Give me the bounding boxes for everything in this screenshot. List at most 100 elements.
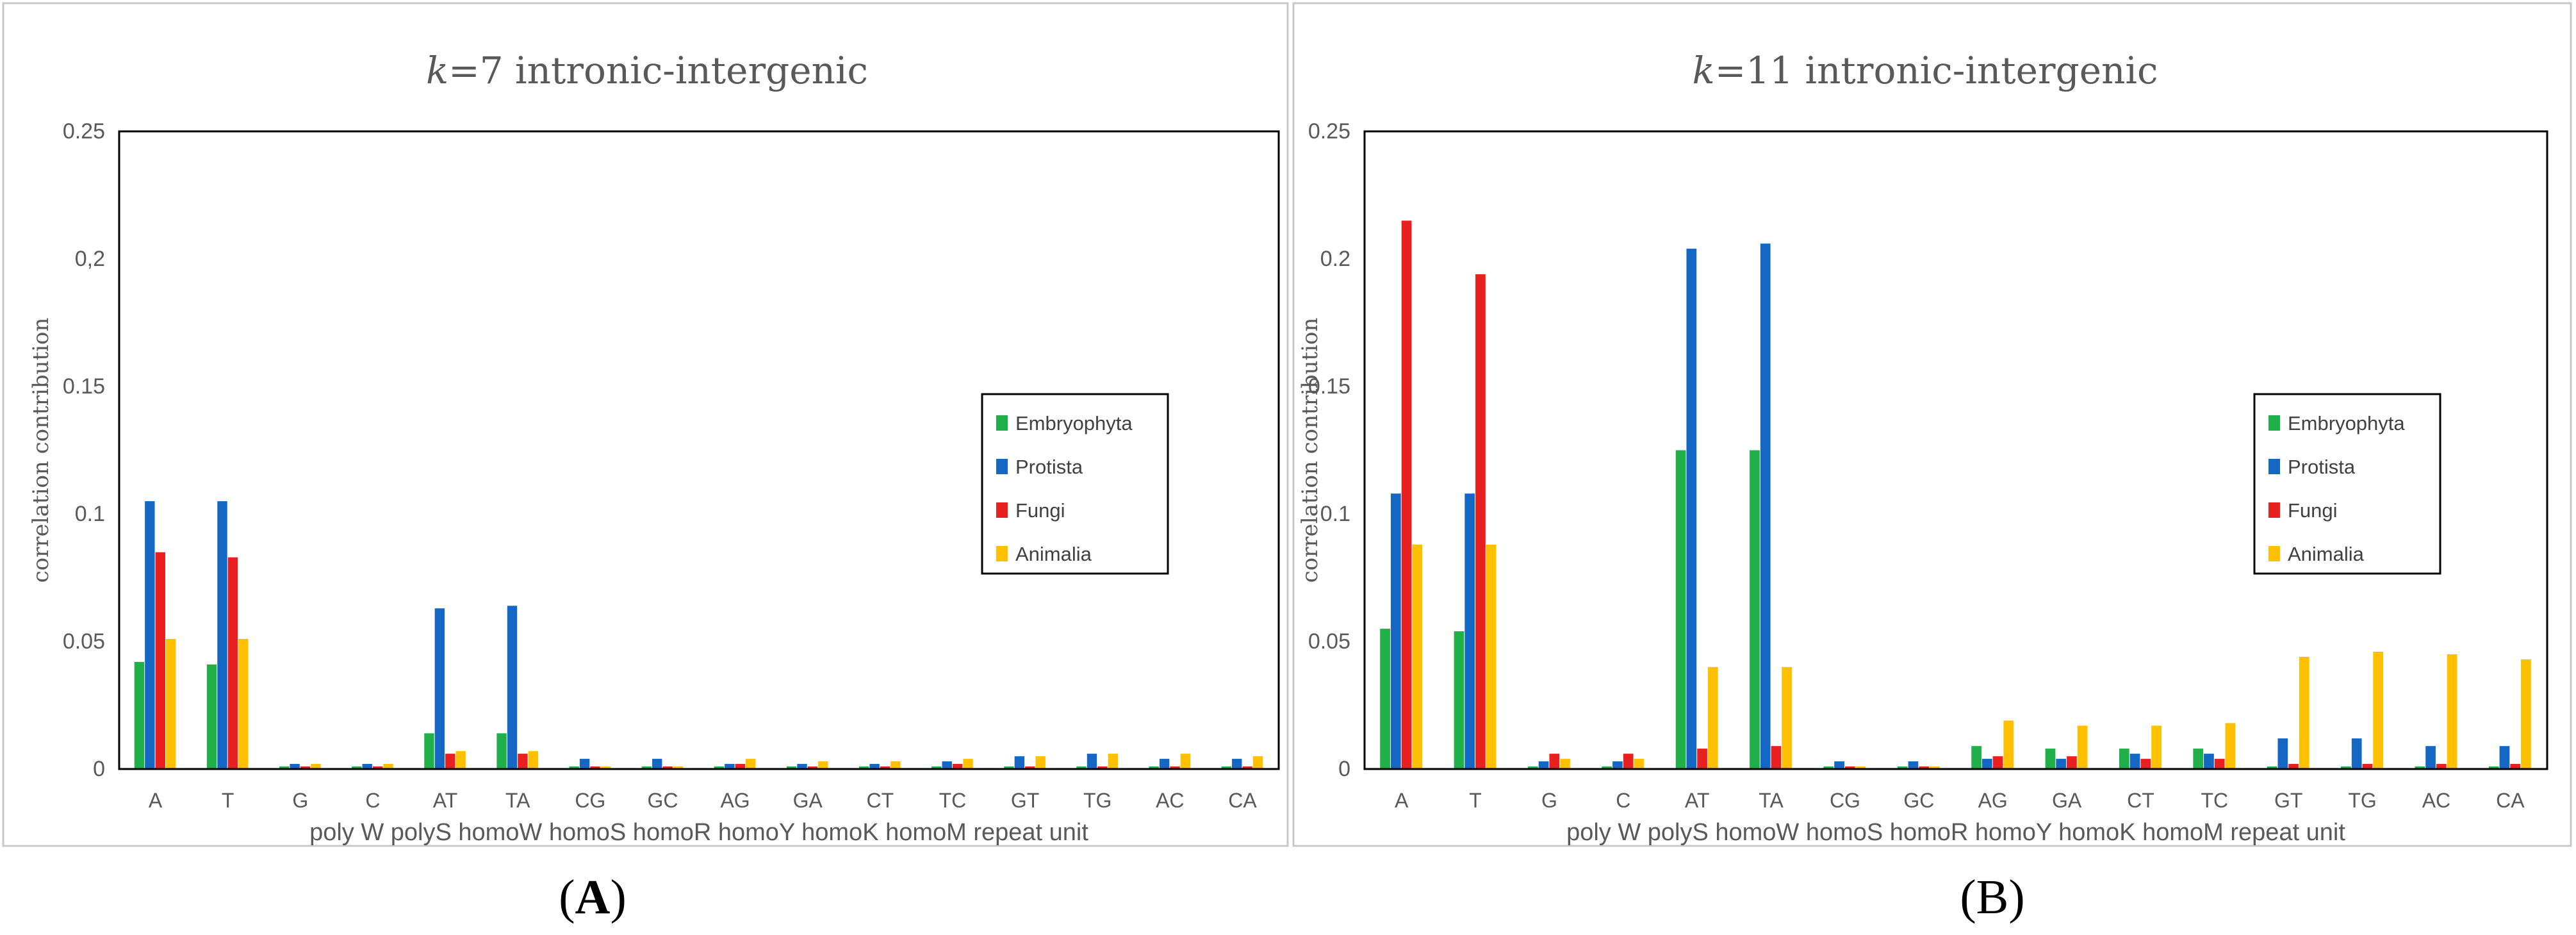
bar-protista-ca — [1232, 759, 1242, 769]
bar-fungi-g — [1549, 754, 1560, 769]
legend-label-protista: Protista — [1015, 456, 1083, 478]
legend-swatch-animalia — [2268, 546, 2280, 561]
bar-protista-ag — [725, 764, 735, 769]
legend-label-embryophyta: Embryophyta — [2288, 412, 2405, 434]
bar-protista-at — [1686, 249, 1697, 770]
bar-fungi-gt — [1025, 766, 1035, 769]
panel-label-letter: A — [575, 870, 611, 924]
bar-embryophyta-ct — [859, 766, 869, 769]
bar-protista-tg — [1087, 754, 1097, 769]
bar-embryophyta-ca — [2488, 766, 2499, 769]
bar-animalia-tc — [2225, 723, 2236, 769]
chart-title-k: k — [426, 49, 448, 92]
x-tick-label: G — [292, 789, 308, 812]
bar-animalia-ca — [2521, 659, 2531, 769]
bar-fungi-ac — [2436, 764, 2447, 769]
bar-embryophyta-c — [352, 766, 362, 769]
legend-swatch-protista — [2268, 459, 2280, 474]
plot-area — [1363, 130, 2548, 770]
bar-animalia-t — [1486, 544, 1497, 769]
x-tick-label: TG — [2348, 789, 2376, 812]
x-tick-label: CA — [1228, 789, 1257, 812]
legend-label-fungi: Fungi — [2288, 499, 2338, 522]
y-tick-label: 0.1 — [75, 502, 105, 526]
bar-animalia-at — [455, 751, 466, 769]
panel-label: (A) — [559, 870, 627, 924]
bar-animalia-ac — [2447, 654, 2457, 769]
y-tick-label: 0.05 — [63, 629, 105, 654]
bar-animalia-ga — [2077, 725, 2088, 769]
bar-protista-ta — [1760, 244, 1771, 769]
panel-label-close: ) — [610, 870, 626, 924]
y-tick-label: 0 — [1338, 757, 1350, 781]
bar-fungi-tc — [2214, 759, 2225, 769]
bar-protista-cg — [1834, 761, 1844, 769]
x-tick-label: A — [1395, 789, 1409, 812]
bar-protista-a — [1390, 493, 1401, 769]
panel-label-letter: B — [1976, 870, 2009, 924]
bar-animalia-tg — [2373, 651, 2384, 769]
bar-fungi-gc — [1919, 766, 1930, 769]
bar-embryophyta-at — [424, 733, 434, 769]
bar-fungi-cg — [1844, 766, 1855, 769]
bar-embryophyta-g — [279, 766, 290, 769]
bar-animalia-ag — [2003, 720, 2014, 769]
bar-animalia-c — [383, 764, 393, 769]
bar-animalia-t — [238, 639, 249, 769]
bar-animalia-tc — [963, 759, 973, 769]
bar-animalia-ga — [818, 761, 828, 769]
legend-swatch-embryophyta — [2268, 415, 2280, 431]
bar-animalia-gc — [1930, 766, 1940, 769]
bar-embryophyta-tg — [2341, 766, 2351, 769]
bar-fungi-ca — [1242, 766, 1252, 769]
bar-fungi-ta — [1771, 746, 1782, 769]
chart-title-rest: =7 intronic-intergenic — [448, 49, 868, 92]
x-tick-label: CA — [2496, 789, 2525, 812]
bar-fungi-a — [155, 552, 165, 769]
x-tick-label: CT — [866, 789, 894, 812]
legend-label-animalia: Animalia — [1015, 543, 1092, 565]
x-tick-label: C — [365, 789, 380, 812]
bar-protista-c — [1612, 761, 1623, 769]
bar-fungi-g — [300, 766, 311, 769]
y-tick-label: 0.25 — [1308, 119, 1350, 144]
bar-animalia-ag — [745, 759, 756, 769]
x-tick-label: TG — [1083, 789, 1112, 812]
y-tick-label: 0.2 — [1320, 247, 1350, 271]
bar-fungi-tg — [1097, 766, 1108, 769]
bar-fungi-gt — [2288, 764, 2299, 769]
bar-fungi-at — [1697, 749, 1707, 769]
bar-embryophyta-gt — [2267, 766, 2277, 769]
x-tick-label: TA — [505, 789, 530, 812]
x-tick-label: AT — [433, 789, 458, 812]
legend-swatch-protista — [996, 459, 1008, 474]
x-axis-label: poly W polyS homoW homoS homoR homoY hom… — [309, 819, 1088, 846]
legend-swatch-fungi — [2268, 502, 2280, 518]
bar-protista-g — [1538, 761, 1549, 769]
panel-label: (B) — [1960, 870, 2024, 924]
bar-protista-cg — [579, 759, 590, 769]
x-tick-label: G — [1541, 789, 1557, 812]
legend-swatch-fungi — [996, 502, 1008, 518]
x-tick-label: TC — [2201, 789, 2228, 812]
x-tick-label: AT — [1685, 789, 1710, 812]
bar-fungi-ca — [2510, 764, 2521, 769]
bar-fungi-gc — [662, 766, 673, 769]
legend-label-embryophyta: Embryophyta — [1015, 412, 1133, 434]
bar-embryophyta-ac — [1149, 766, 1159, 769]
y-tick-label: 0,2 — [75, 247, 105, 271]
bar-protista-gt — [1014, 756, 1025, 769]
x-tick-label: TC — [939, 789, 967, 812]
bar-embryophyta-ga — [2045, 749, 2056, 769]
bar-protista-a — [145, 501, 155, 769]
y-tick-label: 0.15 — [1308, 374, 1350, 399]
bar-animalia-ct — [890, 761, 901, 769]
bar-embryophyta-tc — [2193, 749, 2204, 769]
bar-fungi-at — [445, 754, 455, 769]
bar-fungi-ga — [807, 766, 818, 769]
bar-embryophyta-ta — [496, 733, 507, 769]
bar-animalia-g — [1560, 759, 1570, 769]
bar-protista-c — [362, 764, 372, 769]
bar-embryophyta-cg — [1823, 766, 1834, 769]
bar-animalia-ac — [1180, 754, 1191, 769]
